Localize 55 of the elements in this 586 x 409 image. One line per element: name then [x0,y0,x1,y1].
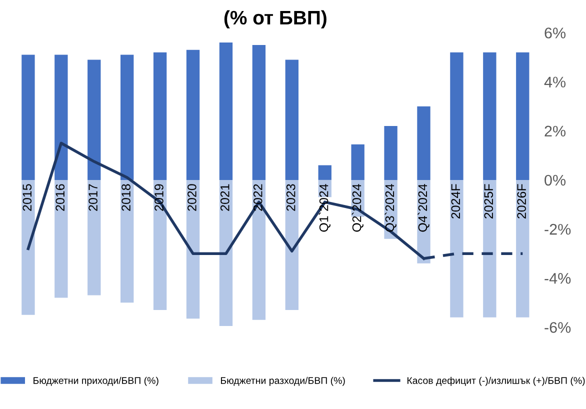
bar [88,60,101,180]
bar [483,52,496,180]
x-tick-label: 2020 [188,184,196,211]
legend-label: Бюджетни разходи/БВП (%) [220,376,345,386]
bar [252,180,266,320]
x-tick-label: 2016 [56,184,65,211]
bar [351,144,364,180]
x-tick-label: Q4`2024 [418,184,430,232]
bar [54,54,68,180]
bar [186,50,200,180]
bar [318,165,332,180]
x-tick-label: 2018 [122,184,130,211]
bar [88,180,101,296]
x-tick-label: 2017 [88,184,98,211]
bar [22,180,35,315]
x-tick-label: 2022 [253,184,262,211]
bar [417,106,430,180]
y-tick-label: -2% [544,224,571,235]
y-tick-label: 0% [544,174,566,186]
y-tick-label: 2% [544,126,566,137]
x-tick-label: Q3`2024 [384,184,396,232]
bar [219,42,233,180]
bar [285,60,298,180]
y-tick-label: 6% [544,28,566,38]
legend-label: Касов дефицит (-)/излишък (+)/БВП (%) [407,376,585,386]
bar [516,52,530,180]
bar [516,180,530,318]
y-tick-label: 4% [544,76,566,88]
y-tick-label: -4% [544,273,571,284]
bar [54,180,68,298]
legend-label: Бюджетни приходи/БВП (%) [34,376,158,386]
x-tick-label: 2024F [451,184,460,218]
x-tick-label: Q2`2024 [352,184,364,232]
x-tick-label: 2026F [517,184,526,218]
bar [384,126,398,180]
x-tick-label: Q1`2024 [318,184,330,232]
bar [153,52,167,180]
bar [450,180,464,318]
bar [450,52,464,180]
bar [120,54,134,180]
bar [252,44,266,180]
bar [22,54,35,180]
x-tick-label: 2025F [484,184,494,218]
y-tick-label: -6% [544,322,571,333]
x-tick-label: 2023 [286,184,296,211]
x-tick-label: 2019 [154,184,164,211]
x-tick-label: 2021 [220,184,230,211]
bar [186,180,200,319]
x-tick-label: 2015 [22,184,32,211]
bar [219,180,233,326]
bar [285,180,298,310]
bar [153,180,167,310]
bar [120,180,134,303]
bar [483,180,496,318]
chart-title: (% от БВП) [224,10,326,28]
